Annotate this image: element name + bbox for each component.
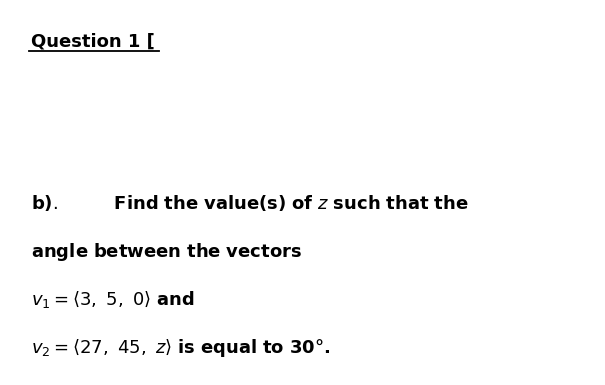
Text: $v_2 = \langle 27,\ 45,\ z\rangle\ \mathrm{\mathbf{is\ equal\ to\ 30°.}}$: $v_2 = \langle 27,\ 45,\ z\rangle\ \math…: [31, 337, 330, 359]
Text: Question 1 [: Question 1 [: [31, 33, 154, 51]
Text: $\mathbf{b)}\mathrm{.\quad\quad\quad}$$\mathrm{\mathbf{Find\ the\ value(s)\ of\ : $\mathbf{b)}\mathrm{.\quad\quad\quad}$$\…: [31, 192, 468, 213]
Text: $\mathrm{\mathbf{angle\ between\ the\ vectors}}$: $\mathrm{\mathbf{angle\ between\ the\ ve…: [31, 241, 302, 263]
Text: $v_1 = \langle 3,\ 5,\ 0\rangle\ \mathrm{\mathbf{and}}$: $v_1 = \langle 3,\ 5,\ 0\rangle\ \mathrm…: [31, 289, 194, 310]
